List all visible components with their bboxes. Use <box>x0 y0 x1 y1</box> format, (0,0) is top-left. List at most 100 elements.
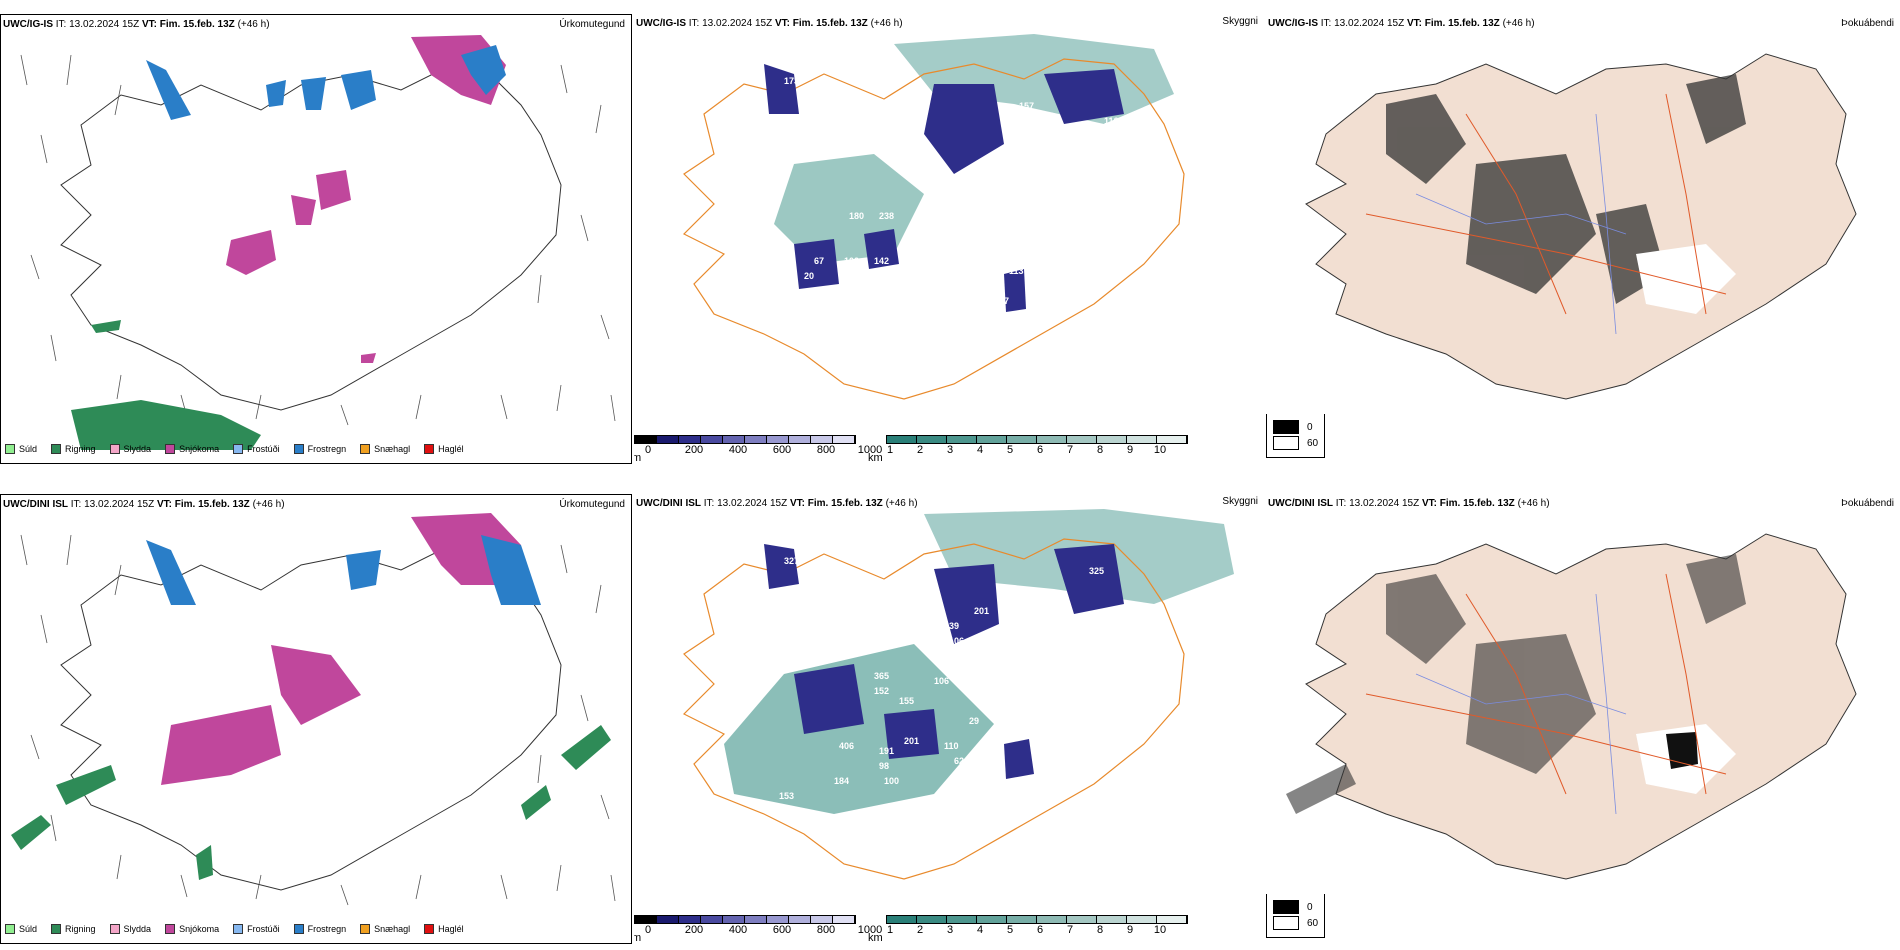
colorbar-tick: 0 <box>645 924 651 936</box>
colorbar-cell <box>635 916 657 923</box>
colorbar-tick: 7 <box>1067 444 1073 456</box>
cloud-base-label: 67 <box>814 256 824 266</box>
colorbar-cell <box>1037 436 1067 443</box>
colorbar-cell <box>701 436 723 443</box>
legend-item: Rigning <box>51 924 96 934</box>
colorbar-cell <box>833 436 855 443</box>
legend-item: Haglél <box>424 444 464 454</box>
cloud-base-label: 228 <box>1044 611 1059 621</box>
colorbar-tick: 5 <box>1007 444 1013 456</box>
colorbar-cell <box>833 916 855 923</box>
cloud-base-label: 153 <box>779 791 794 801</box>
colorbar-cell <box>657 916 679 923</box>
colorbar-tick: 4 <box>977 444 983 456</box>
colorbar-tick: 600 <box>773 444 791 456</box>
panel-title: UWC/IG-IS IT: 13.02.2024 15Z VT: Fim. 15… <box>3 19 270 30</box>
colorbar-tick: 6 <box>1037 924 1043 936</box>
colorbar-tick: 6 <box>1037 444 1043 456</box>
legend-item: Frostregn <box>294 444 347 454</box>
panel-title: UWC/IG-IS IT: 13.02.2024 15Z VT: Fim. 15… <box>1268 18 1535 29</box>
colorbar-cell <box>977 436 1007 443</box>
cloud-base-label: 158 <box>944 226 959 236</box>
colorbar-cell <box>767 916 789 923</box>
legend-item: Frostúði <box>233 924 280 934</box>
panel-field-name: Þokuábendi <box>1841 498 1894 509</box>
colorbar-cell <box>767 436 789 443</box>
colorbar-cell <box>723 436 745 443</box>
colorbar-tick: 800 <box>817 444 835 456</box>
cloud-base-label: 116 <box>1104 116 1119 126</box>
cloud-base-label: 193 <box>909 381 924 391</box>
cloud-base-label: 142 <box>874 256 889 266</box>
legend-item: Snæhagl <box>360 444 410 454</box>
panel-title: UWC/DINI ISL IT: 13.02.2024 15Z VT: Fim.… <box>636 498 918 509</box>
colorbar-tick: 600 <box>773 924 791 936</box>
colorbar-m-top: m 0 200 400 600 800 1000 km 1 2 3 4 5 6 … <box>634 435 1188 456</box>
legend-item: Snjókoma <box>165 924 219 934</box>
colorbar-cell <box>679 436 701 443</box>
cloud-base-label: 184 <box>834 776 849 786</box>
cloud-base-label: 188 <box>804 121 819 131</box>
colorbar-m-bottom: m 0 200 400 600 800 1000 km 1 2 3 4 5 6 … <box>634 915 1188 936</box>
colorbar-tick: 10 <box>1154 924 1166 936</box>
cloud-panel-top: 173 188 180 238 158 102 67 20 13 142 310 157 286 116 1… <box>634 14 1264 464</box>
colorbar-cell <box>1157 916 1187 923</box>
panel-field-name: Úrkomutegund <box>559 499 625 510</box>
fog-legend-top: 0 60 <box>1266 412 1325 458</box>
legend-item: Rigning <box>51 444 96 454</box>
cloud-base-label: 102 <box>844 256 859 266</box>
colorbar-cell <box>745 436 767 443</box>
colorbar-tick: 9 <box>1127 444 1133 456</box>
cloud-base-label: 190 <box>1024 591 1039 601</box>
cloud-base-label: 155 <box>899 696 914 706</box>
iceland-outline <box>61 70 561 410</box>
legend-item: Haglél <box>424 924 464 934</box>
colorbar-tick: 200 <box>685 444 703 456</box>
cloud-base-label: 139 <box>944 621 959 631</box>
legend-item: Snjókoma <box>165 444 219 454</box>
colorbar-cell <box>1037 916 1067 923</box>
cloud-base-label: 106 <box>934 676 949 686</box>
colorbar-tick: 1 <box>887 444 893 456</box>
colorbar-tick: 2 <box>917 924 923 936</box>
panel-field-name: Skyggni <box>1222 16 1258 27</box>
precip-legend-top: Súld Rigning Slydda Snjókoma Frostúði Fr… <box>5 441 464 457</box>
colorbar-cell <box>947 916 977 923</box>
colorbar-cell <box>789 916 811 923</box>
iceland-map-precip-top <box>1 15 632 464</box>
cloud-base-label: 299 <box>1144 611 1159 621</box>
cloud-base-label: 365 <box>874 671 889 681</box>
cloud-panel-bottom: 327 106 139 201 190 228 325 345 299 133 26 105 217 19… <box>634 494 1264 944</box>
iceland-map-fog-bottom <box>1266 494 1900 894</box>
colorbar-tick: 8 <box>1097 444 1103 456</box>
colorbar-cell <box>1007 436 1037 443</box>
precip-blobs <box>11 513 611 880</box>
cloud-base-label: 310 <box>869 281 884 291</box>
cloud-base-label: 17 <box>984 166 994 176</box>
colorbar-cell <box>1067 436 1097 443</box>
colorbar-tick: 2 <box>917 444 923 456</box>
cloud-base-label: 157 <box>1019 101 1034 111</box>
precip-type-panel-top: UWC/IG-IS IT: 13.02.2024 15Z VT: Fim. 15… <box>0 14 632 464</box>
cloud-base-label: 345 <box>1124 606 1139 616</box>
panel-field-name: Þokuábendi <box>1841 18 1894 29</box>
colorbar-cell <box>947 436 977 443</box>
cloud-base-label: 97 <box>999 296 1009 306</box>
colorbar-cell <box>657 436 679 443</box>
legend-item: Slydda <box>110 924 152 934</box>
cloud-base-label: 205 <box>994 156 1009 166</box>
iceland-map-fog-top <box>1266 14 1900 414</box>
cloud-base-label: 20 <box>804 271 814 281</box>
colorbar-unit: km <box>868 452 883 464</box>
colorbar-cell <box>811 916 833 923</box>
legend-item: Slydda <box>110 444 152 454</box>
panel-field-name: Skyggni <box>1222 496 1258 507</box>
cloud-base-label: 199 <box>1004 681 1019 691</box>
panel-title: UWC/DINI ISL IT: 13.02.2024 15Z VT: Fim.… <box>1268 498 1550 509</box>
colorbar-tick: 200 <box>685 924 703 936</box>
cloud-base-label: 406 <box>839 741 854 751</box>
cloud-base-label: 133 <box>1104 626 1119 636</box>
colorbar-tick: 1 <box>887 924 893 936</box>
fog-legend-bottom: 0 60 <box>1266 892 1325 938</box>
colorbar-tick: 9 <box>1127 924 1133 936</box>
